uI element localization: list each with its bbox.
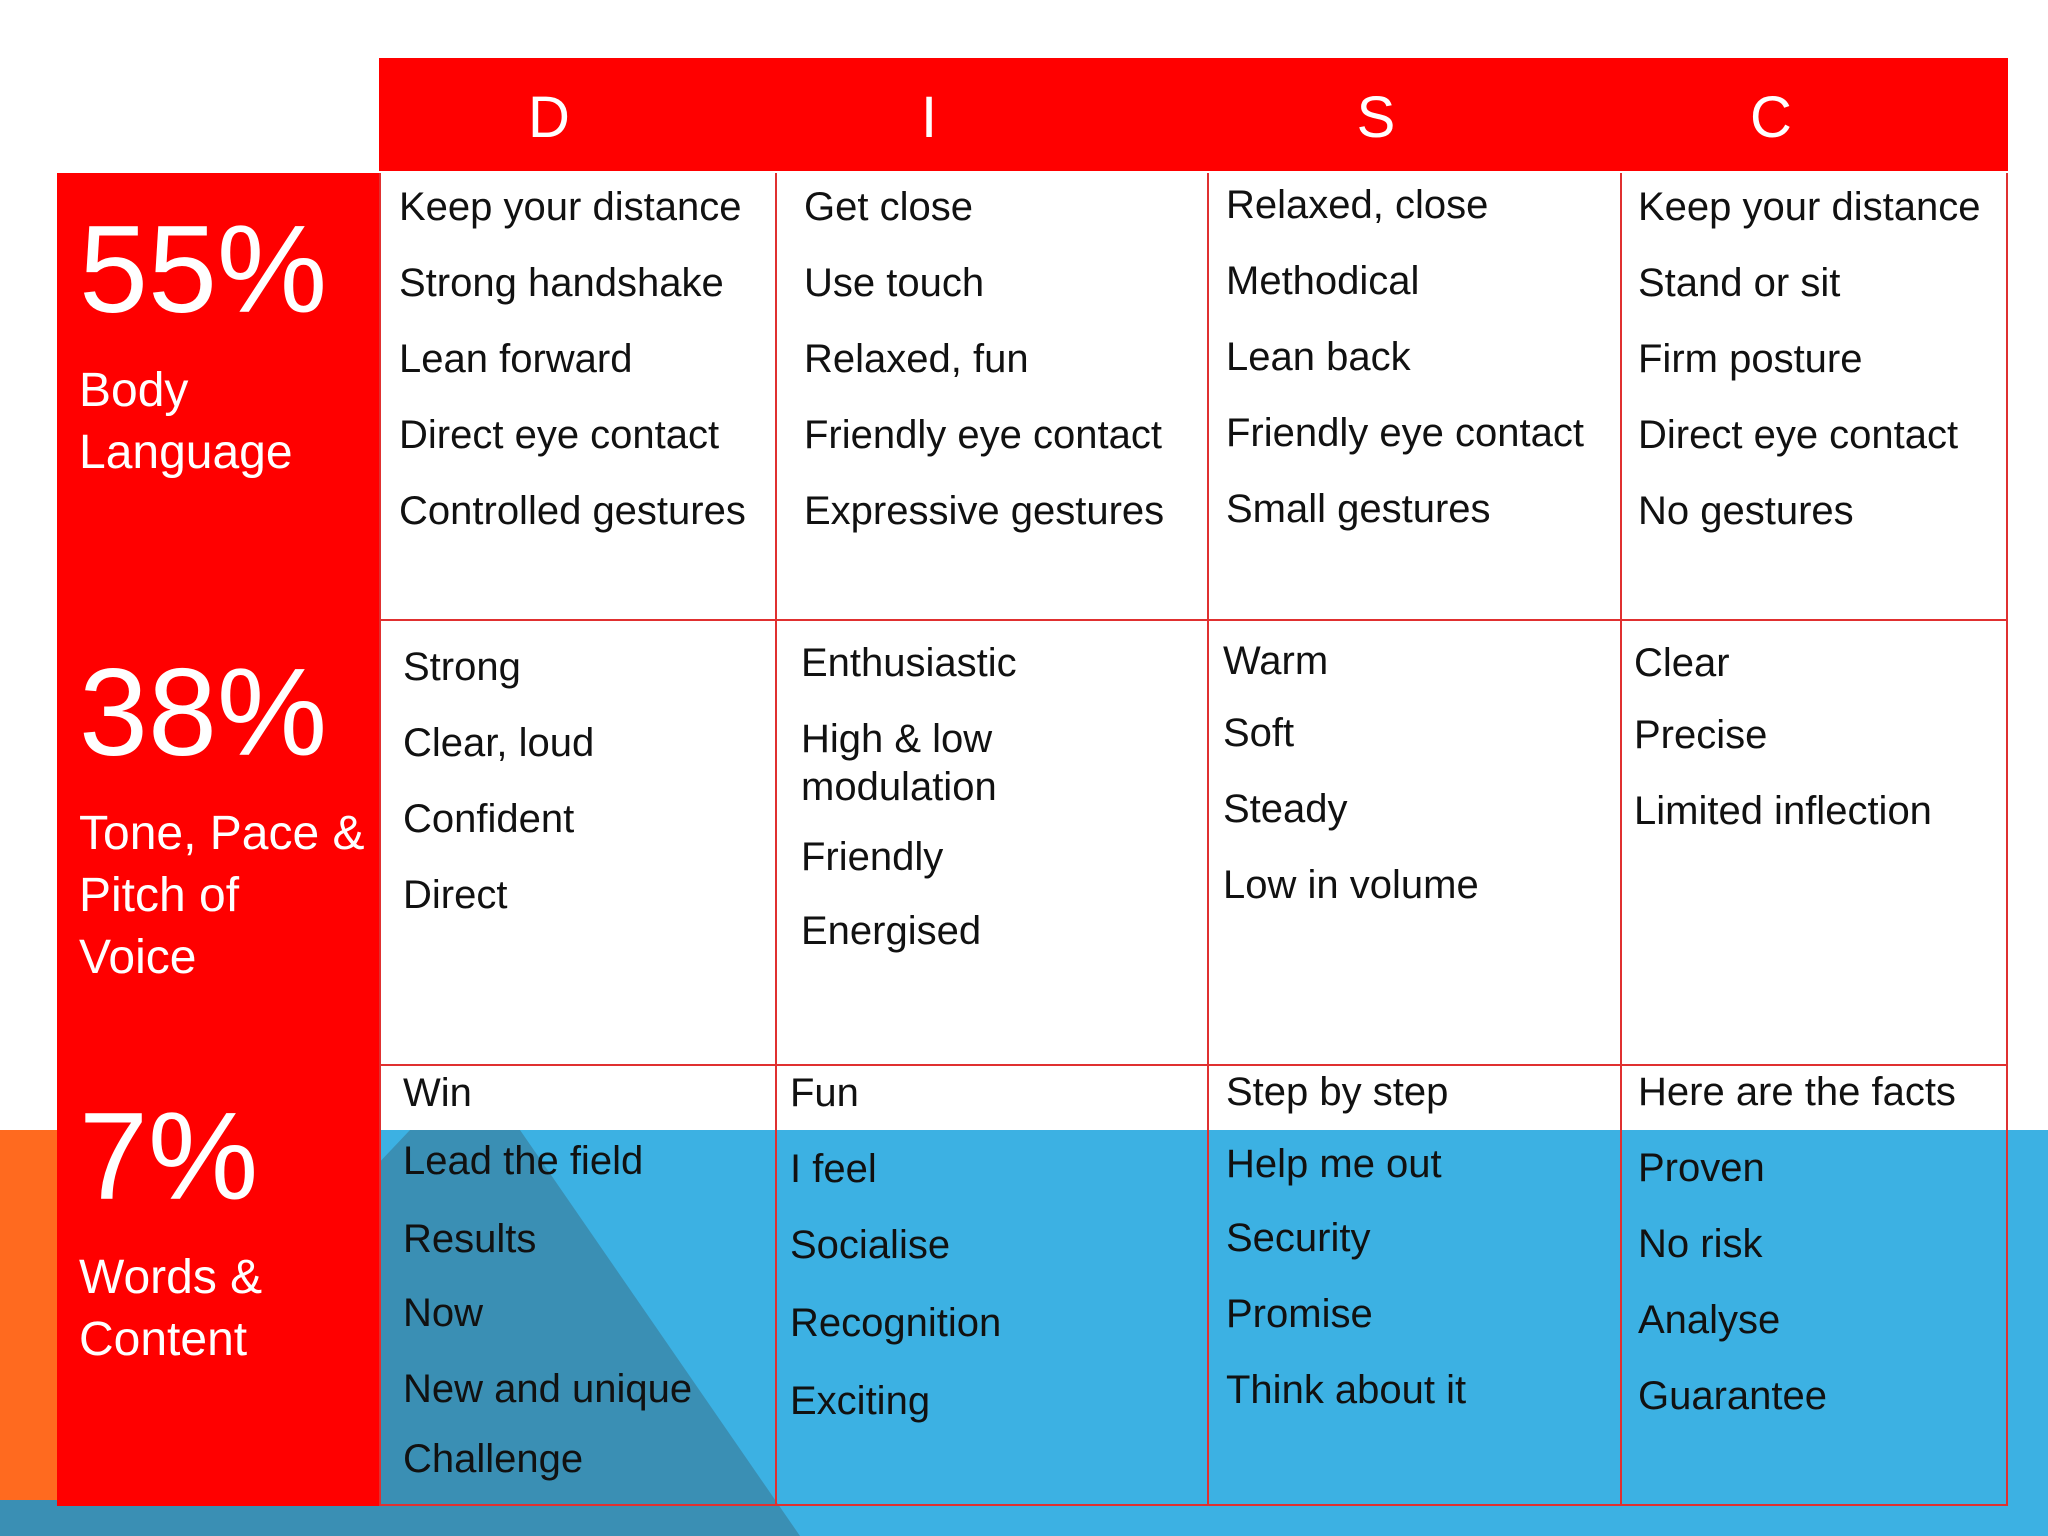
- cell-body-i: Get close Use touch Relaxed, fun Friendl…: [804, 183, 1164, 533]
- column-header-d: D: [528, 85, 570, 150]
- grid-line: [1207, 173, 1209, 1506]
- cell-item: Clear: [1634, 641, 1730, 685]
- cell-item: Soft: [1223, 711, 1295, 755]
- cell-words-s: Step by step Help me out Security Promis…: [1226, 1068, 1466, 1412]
- cell-item: Here are the facts: [1638, 1070, 1956, 1114]
- cell-item: Steady: [1223, 787, 1348, 831]
- cell-item: Keep your distance: [1638, 185, 1981, 229]
- cell-item: Socialise: [790, 1223, 951, 1267]
- percent-7: 7%: [79, 1088, 259, 1226]
- cell-item: Exciting: [790, 1379, 931, 1423]
- cell-item: I feel: [790, 1147, 877, 1191]
- cell-item: Confident: [403, 797, 575, 841]
- cell-item: No risk: [1638, 1222, 1763, 1266]
- percent-38: 38%: [79, 644, 328, 782]
- cell-item: Direct eye contact: [399, 413, 720, 457]
- cell-item: Relaxed, close: [1226, 183, 1489, 227]
- column-header-i: I: [920, 85, 938, 150]
- cell-item: Controlled gestures: [399, 489, 746, 533]
- cell-item: Use touch: [804, 261, 985, 305]
- cell-item: Challenge: [403, 1437, 584, 1481]
- cell-item: Guarantee: [1638, 1374, 1828, 1418]
- cell-item: Fun: [790, 1071, 859, 1115]
- label-tone-pace-pitch: Tone, Pace & Pitch of Voice: [79, 807, 365, 984]
- sidebar: 55% Body Language 38% Tone, Pace & Pitch…: [57, 173, 379, 1506]
- cell-item: Friendly eye contact: [804, 413, 1162, 457]
- row-label-body-language: 55% Body Language: [79, 208, 369, 484]
- cell-item: Security: [1226, 1216, 1371, 1260]
- cell-item: Warm: [1223, 639, 1329, 683]
- cell-item: Energised: [801, 909, 982, 953]
- disc-header: D I S C: [379, 58, 2008, 171]
- cell-item: Help me out: [1226, 1142, 1442, 1186]
- cell-item: Keep your distance: [399, 185, 742, 229]
- grid-line: [2006, 173, 2008, 1506]
- cell-item: Direct: [403, 873, 508, 917]
- cell-item: Think about it: [1226, 1368, 1467, 1412]
- grid-line: [379, 1064, 2008, 1066]
- label-body-language: Body Language: [79, 364, 293, 479]
- cell-words-i: Fun I feel Socialise Recognition Excitin…: [790, 1069, 1001, 1423]
- cell-item: Enthusiastic: [801, 641, 1017, 685]
- cell-item: Get close: [804, 185, 973, 229]
- cell-item: Analyse: [1638, 1298, 1781, 1342]
- cell-item: Methodical: [1226, 259, 1420, 303]
- cell-item: Small gestures: [1226, 487, 1491, 531]
- cell-item: High & low modulation: [801, 717, 997, 809]
- cell-item: Precise: [1634, 713, 1768, 757]
- cell-item: Direct eye contact: [1638, 413, 1959, 457]
- cell-item: Recognition: [790, 1301, 1002, 1345]
- cell-item: No gestures: [1638, 489, 1854, 533]
- grid-line: [379, 619, 2008, 621]
- column-header-c: C: [1750, 85, 1792, 150]
- cell-item: Lean back: [1226, 335, 1411, 379]
- cell-words-c: Here are the facts Proven No risk Analys…: [1638, 1068, 1956, 1418]
- cell-item: Limited inflection: [1634, 789, 1932, 833]
- cell-item: Lead the field: [403, 1139, 644, 1183]
- cell-tone-i: Enthusiastic High & low modulation Frien…: [801, 639, 1061, 953]
- cell-body-s: Relaxed, close Methodical Lean back Frie…: [1226, 181, 1584, 531]
- cell-body-d: Keep your distance Strong handshake Lean…: [399, 183, 746, 533]
- cell-item: New and unique: [403, 1367, 693, 1411]
- cell-item: Results: [403, 1217, 537, 1261]
- cell-item: Expressive gestures: [804, 489, 1165, 533]
- cell-item: Friendly eye contact: [1226, 411, 1584, 455]
- label-words-content: Words & Content: [79, 1251, 263, 1366]
- grid-line: [379, 173, 381, 1506]
- grid-line: [775, 173, 777, 1506]
- cell-item: Proven: [1638, 1146, 1765, 1190]
- cell-item: Win: [403, 1071, 472, 1115]
- cell-item: Clear, loud: [403, 721, 595, 765]
- row-label-tone: 38% Tone, Pace & Pitch of Voice: [79, 651, 369, 989]
- cell-item: Now: [403, 1291, 484, 1335]
- cell-item: Promise: [1226, 1292, 1373, 1336]
- row-label-words: 7% Words & Content: [79, 1095, 369, 1371]
- cell-item: Low in volume: [1223, 863, 1479, 907]
- cell-tone-c: Clear Precise Limited inflection: [1634, 639, 1932, 833]
- cell-tone-d: Strong Clear, loud Confident Direct: [403, 643, 595, 917]
- grid-line: [379, 1504, 2008, 1506]
- disc-table: Keep your distance Strong handshake Lean…: [379, 173, 2008, 1506]
- cell-item: Step by step: [1226, 1070, 1449, 1114]
- cell-item: Friendly: [801, 835, 944, 879]
- cell-tone-s: Warm Soft Steady Low in volume: [1223, 637, 1479, 907]
- cell-item: Stand or sit: [1638, 261, 1841, 305]
- cell-body-c: Keep your distance Stand or sit Firm pos…: [1638, 183, 1981, 533]
- cell-item: Strong handshake: [399, 261, 724, 305]
- grid-line: [1620, 173, 1622, 1506]
- cell-item: Lean forward: [399, 337, 633, 381]
- cell-item: Strong: [403, 645, 521, 689]
- percent-55: 55%: [79, 201, 328, 339]
- cell-item: Firm posture: [1638, 337, 1863, 381]
- column-header-s: S: [1356, 85, 1396, 150]
- cell-words-d: Win Lead the field Results Now New and u…: [403, 1069, 692, 1481]
- cell-item: Relaxed, fun: [804, 337, 1029, 381]
